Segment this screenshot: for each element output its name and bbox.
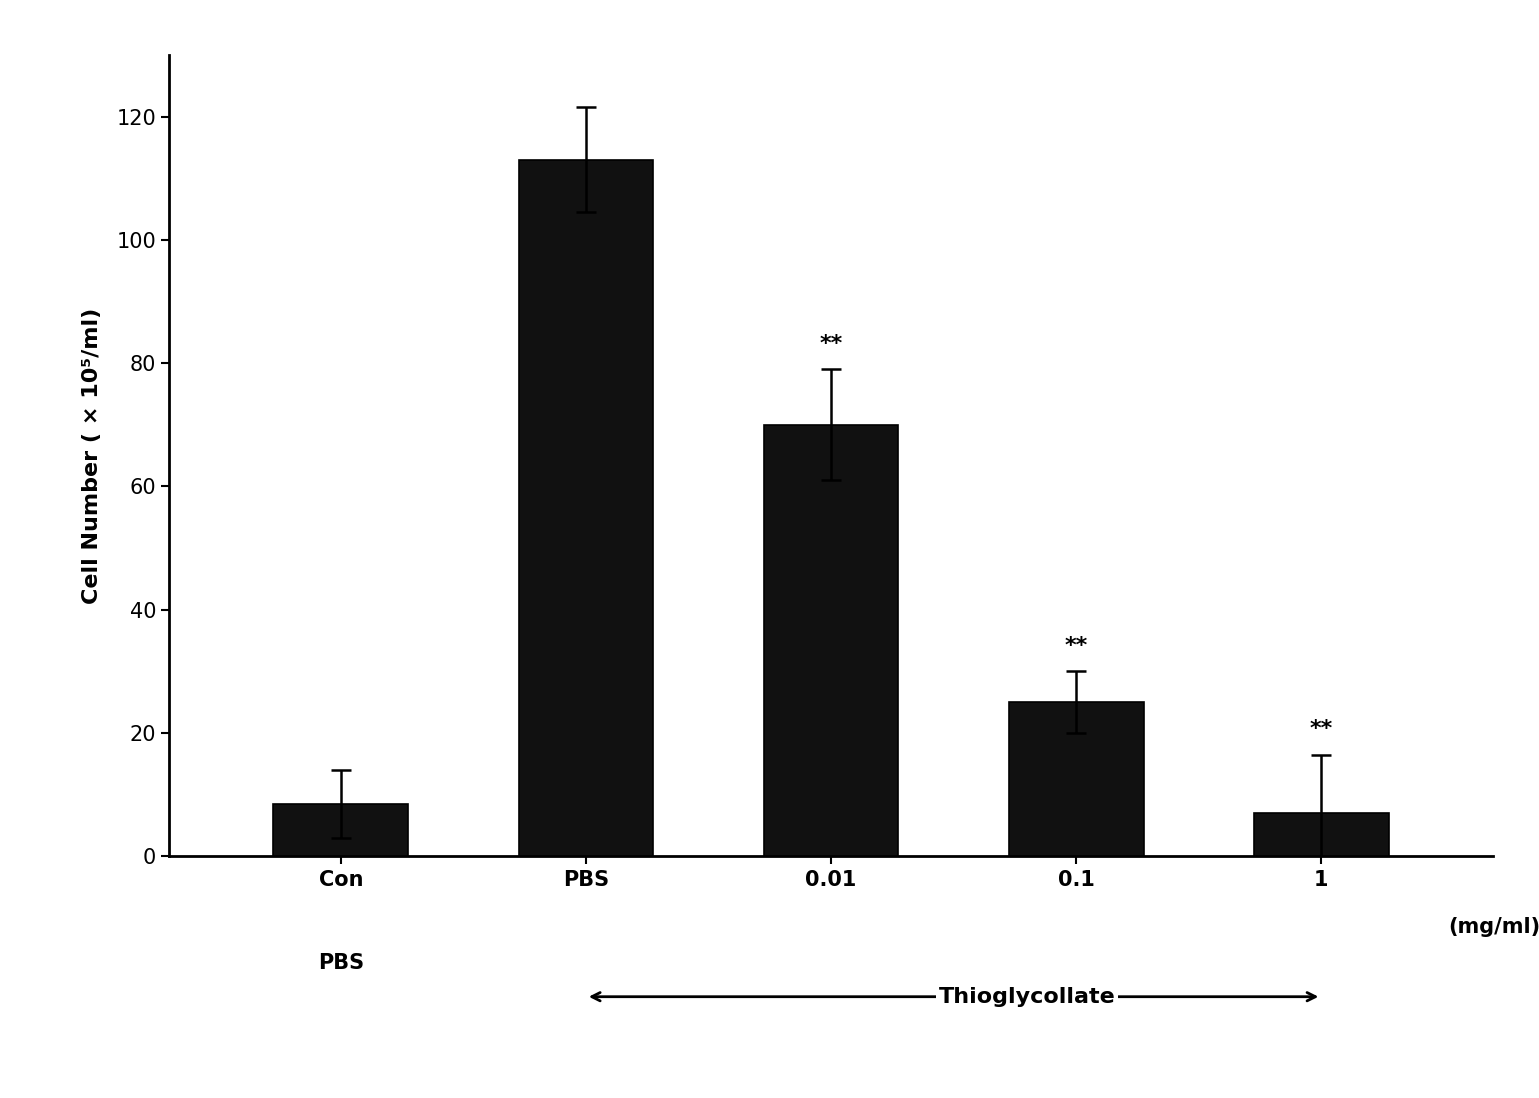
Bar [1008, 703, 1143, 856]
Bar [519, 159, 654, 856]
Text: **: ** [1310, 719, 1333, 739]
Text: **: ** [1065, 636, 1088, 657]
Text: PBS: PBS [317, 953, 363, 973]
Bar [1254, 814, 1388, 856]
Text: (mg/ml): (mg/ml) [1448, 917, 1539, 937]
Bar [274, 804, 408, 856]
Y-axis label: Cell Number ( × 10⁵/ml): Cell Number ( × 10⁵/ml) [83, 307, 103, 604]
Bar [763, 425, 899, 856]
Text: Thioglycollate: Thioglycollate [939, 987, 1116, 1007]
Text: **: ** [819, 334, 843, 354]
